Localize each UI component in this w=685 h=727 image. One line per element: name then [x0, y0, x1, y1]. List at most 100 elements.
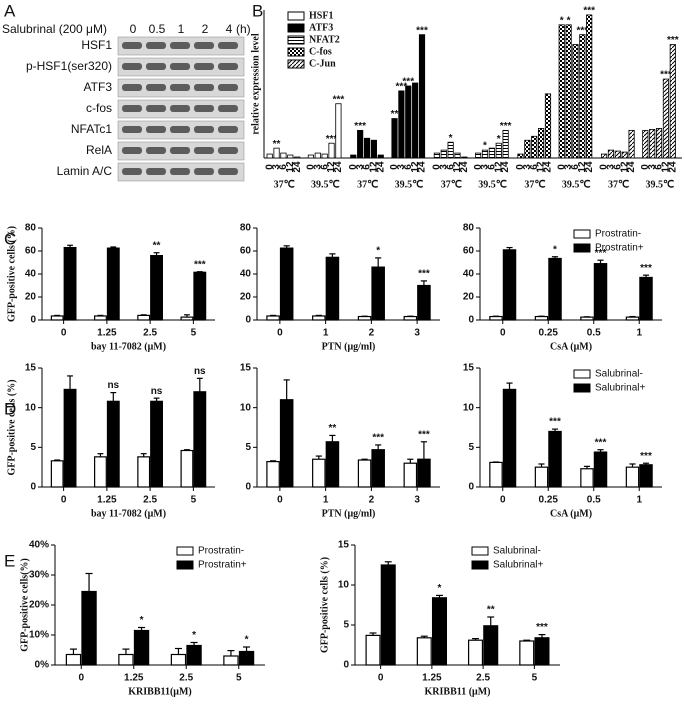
blot-band — [218, 126, 238, 133]
legend-label: Prostratin+ — [198, 560, 247, 571]
legend-label: Prostratin- — [198, 546, 244, 557]
bar — [580, 316, 594, 321]
significance: *** — [194, 259, 206, 270]
bar — [137, 314, 151, 321]
significance: * — [192, 630, 196, 641]
bar — [328, 142, 335, 159]
bar — [431, 597, 448, 666]
x-axis-label: KRIBB11 (μM) — [425, 686, 491, 697]
legend-swatch — [287, 35, 305, 45]
legend-label: C-Jun — [309, 58, 336, 69]
blot-band — [218, 63, 238, 70]
bar — [440, 149, 447, 159]
x-tick-label: 0 — [500, 495, 506, 506]
bar — [416, 637, 432, 666]
x-tick-label: 2.5 — [179, 673, 193, 684]
legend-swatch — [287, 23, 305, 33]
bar — [279, 247, 294, 321]
bar — [412, 82, 419, 159]
panel-label: C — [4, 229, 16, 248]
x-axis-label: CsA (μM) — [550, 341, 592, 352]
x-tick-label: 12 — [285, 161, 296, 173]
bar — [548, 430, 562, 488]
y-tick-label: 40% — [29, 540, 49, 551]
bar — [572, 44, 579, 159]
bar — [489, 315, 503, 321]
x-tick-label: 5 — [236, 673, 242, 684]
x-tick-label: 1 — [323, 328, 329, 339]
x-tick-label: 24 — [584, 161, 595, 173]
x-tick-label: 1 — [636, 328, 642, 339]
bar — [266, 461, 280, 488]
x-tick-label: 3 — [647, 164, 658, 170]
significance: *** — [402, 77, 414, 88]
x-tick-label: 1.25 — [97, 328, 117, 339]
bar — [170, 653, 187, 666]
bar — [454, 152, 461, 159]
blot-lane: 4 — [226, 22, 233, 36]
legend-label: ATF3 — [309, 22, 333, 33]
x-axis-label: PTN (μg/ml) — [322, 508, 376, 519]
bar — [50, 315, 64, 321]
bar — [642, 129, 649, 159]
bar — [380, 564, 396, 666]
bar — [607, 149, 615, 159]
legend-label: Prostratin- — [595, 229, 641, 240]
bar — [403, 462, 418, 488]
bar — [193, 271, 207, 321]
bar — [662, 78, 670, 159]
significance: *** — [536, 622, 548, 633]
bar — [266, 153, 273, 159]
significance: ns — [151, 386, 163, 397]
blot-band — [194, 63, 214, 70]
x-tick-label: 12 — [369, 161, 380, 173]
bar — [50, 460, 64, 488]
x-axis-label: bay 11-7082 (μM) — [91, 341, 166, 352]
significance: ** — [487, 605, 495, 616]
group-label: 37℃ — [441, 179, 462, 190]
x-tick-label: 0 — [61, 495, 67, 506]
significance: ns — [194, 366, 206, 377]
bar — [639, 276, 653, 321]
bar — [502, 249, 517, 321]
x-tick-label: 6 — [403, 164, 414, 170]
bar — [534, 466, 549, 488]
group-label: 39.5℃ — [645, 179, 674, 190]
bar — [488, 147, 495, 159]
bar — [371, 266, 385, 321]
x-tick-label: 24 — [375, 161, 386, 173]
blot-band — [122, 63, 142, 70]
y-tick-label: 40 — [25, 269, 37, 280]
bar — [405, 85, 412, 159]
y-tick-label: 5 — [343, 620, 349, 631]
x-tick-label: 6 — [654, 164, 665, 170]
significance: *** — [418, 429, 430, 440]
x-tick-label: 24 — [667, 161, 678, 173]
legend-label: C-fos — [309, 46, 332, 57]
blot-band — [194, 42, 214, 49]
bar — [534, 637, 550, 666]
blot-band — [218, 42, 238, 49]
x-tick-label: 6 — [487, 164, 498, 170]
x-tick-label: 12 — [410, 161, 421, 173]
x-tick-label: 0 — [432, 164, 443, 170]
x-tick-label: 6 — [362, 164, 373, 170]
y-tick-label: 0 — [245, 482, 251, 493]
x-tick-label: 0 — [348, 164, 359, 170]
bar — [150, 255, 163, 321]
x-tick-label: 0 — [277, 495, 283, 506]
legend-swatch — [573, 369, 591, 379]
significance: ** — [153, 240, 161, 251]
legend-swatch — [287, 11, 305, 21]
significance: *** — [372, 433, 384, 444]
blot-lane: 1 — [178, 22, 185, 36]
bar — [614, 150, 621, 159]
bar — [287, 154, 294, 159]
y-tick-label: 60 — [25, 246, 37, 257]
x-tick-label: 24 — [292, 161, 303, 173]
blot-row-label: c-fos — [86, 101, 112, 115]
blot-band — [122, 126, 142, 133]
y-tick-label: 5 — [245, 442, 251, 453]
significance: * — [376, 246, 380, 257]
x-tick-label: 12 — [577, 161, 588, 173]
